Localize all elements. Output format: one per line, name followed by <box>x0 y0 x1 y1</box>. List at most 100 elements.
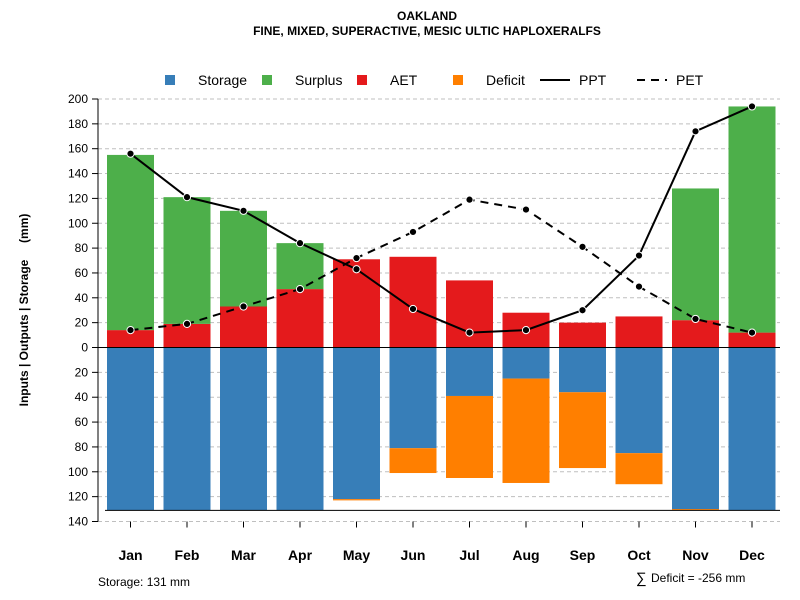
ppt-point <box>747 102 757 111</box>
x-tick-label: May <box>343 547 370 563</box>
deficit-bar <box>615 453 663 485</box>
aet-bar <box>220 306 267 348</box>
legend-label-storage: Storage <box>198 72 247 88</box>
storage-bar <box>107 347 154 511</box>
aet-bar <box>728 332 776 348</box>
pet-point <box>295 285 305 294</box>
chart-title: OAKLAND <box>397 9 457 23</box>
surplus-bar <box>220 210 267 307</box>
pet-point <box>408 227 418 237</box>
storage-bar <box>163 347 211 511</box>
storage-bar <box>615 347 663 454</box>
y-tick-label: 80 <box>75 241 89 255</box>
surplus-bar <box>107 154 154 331</box>
x-tick-label: Aug <box>512 547 539 563</box>
legend-label-ppt: PPT <box>579 72 607 88</box>
ppt-point <box>352 265 361 274</box>
deficit-bar <box>333 499 380 501</box>
series-lines <box>126 102 757 337</box>
y-tick-label: 140 <box>68 167 88 181</box>
aet-bar <box>163 323 211 348</box>
deficit-bar <box>502 378 550 483</box>
y-tick-label: 0 <box>81 341 88 355</box>
legend-label-aet: AET <box>390 72 418 88</box>
ppt-point <box>408 304 418 314</box>
y-tick-label: 40 <box>75 390 89 404</box>
aet-bar <box>333 259 380 348</box>
pet-point <box>239 302 248 311</box>
pet-point <box>747 328 757 337</box>
pet-point <box>578 242 587 251</box>
deficit-sum-symbol: ∑ <box>636 570 647 587</box>
y-tick-label: 180 <box>68 117 88 131</box>
axes: 2001801601401201008060402002040608010012… <box>68 92 780 563</box>
pet-point <box>126 326 135 335</box>
bars <box>107 106 776 511</box>
x-tick-label: Feb <box>175 547 200 563</box>
surplus-bar <box>163 197 211 324</box>
x-tick-label: Jun <box>401 547 426 563</box>
y-tick-label: 160 <box>68 142 88 156</box>
pet-point <box>521 205 531 214</box>
aet-bar <box>559 322 606 348</box>
y-tick-label: 100 <box>68 216 88 230</box>
ppt-point <box>182 193 192 202</box>
pet-point <box>352 253 361 263</box>
aet-bar <box>615 316 663 348</box>
y-tick-label: 100 <box>68 465 88 479</box>
x-tick-label: Mar <box>231 547 256 563</box>
storage-bar <box>502 347 550 379</box>
ppt-point <box>521 326 531 335</box>
ppt-point <box>239 206 248 215</box>
aet-bar <box>672 320 719 348</box>
y-tick-label: 80 <box>75 440 89 454</box>
x-tick-label: Jan <box>118 547 142 563</box>
x-tick-label: Sep <box>570 547 596 563</box>
ppt-point <box>295 239 305 248</box>
aet-bar <box>276 289 324 348</box>
y-tick-label: 120 <box>68 490 88 504</box>
y-tick-label: 20 <box>75 316 89 330</box>
y-tick-label: 60 <box>75 266 89 280</box>
surplus-bar <box>672 188 719 321</box>
y-tick-label: 20 <box>75 365 89 379</box>
x-tick-label: Oct <box>627 547 651 563</box>
y-tick-label: 40 <box>75 291 89 305</box>
storage-bar <box>220 347 267 511</box>
storage-bar <box>276 347 324 511</box>
chart-subtitle: FINE, MIXED, SUPERACTIVE, MESIC ULTIC HA… <box>253 24 601 38</box>
legend-swatch-surplus <box>262 75 272 85</box>
storage-bar <box>559 347 606 393</box>
storage-bar <box>446 347 493 396</box>
y-axis-label: Inputs | Outputs | Storage (mm) <box>17 214 31 407</box>
legend-label-surplus: Surplus <box>295 72 342 88</box>
aet-bar <box>107 330 154 348</box>
pet-point <box>691 314 700 324</box>
ppt-point <box>691 127 700 136</box>
deficit-bar <box>672 509 719 511</box>
gridlines <box>98 98 780 522</box>
deficit-note: Deficit = -256 mm <box>651 571 745 585</box>
y-tick-label: 200 <box>68 92 88 106</box>
deficit-bar <box>446 395 493 478</box>
storage-bar <box>672 347 719 510</box>
storage-bar <box>333 347 380 500</box>
legend-swatch-aet <box>357 75 367 85</box>
pet-point <box>465 195 474 204</box>
x-tick-label: Jul <box>459 547 479 563</box>
legend-label-pet: PET <box>676 72 704 88</box>
legend-label-deficit: Deficit <box>486 72 525 88</box>
ppt-point <box>634 251 644 260</box>
deficit-bar <box>389 448 437 474</box>
x-tick-label: Apr <box>288 547 313 563</box>
y-tick-label: 60 <box>75 415 89 429</box>
pet-point <box>182 319 192 328</box>
storage-bar <box>389 347 437 449</box>
surplus-bar <box>728 106 776 333</box>
legend-swatch-deficit <box>453 75 463 85</box>
x-tick-label: Nov <box>682 547 709 563</box>
y-tick-label: 120 <box>68 191 88 205</box>
storage-note: Storage: 131 mm <box>98 575 190 589</box>
x-tick-label: Dec <box>739 547 765 563</box>
